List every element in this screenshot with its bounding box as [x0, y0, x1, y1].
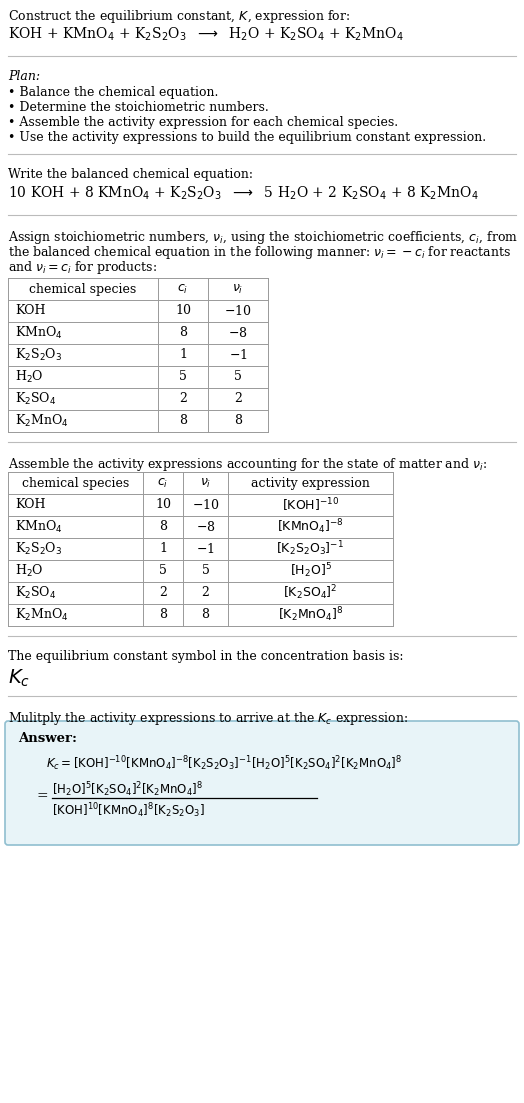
Text: KOH: KOH — [15, 499, 46, 512]
Text: 8: 8 — [159, 609, 167, 621]
Text: $[\mathrm{K_2MnO_4}]^{8}$: $[\mathrm{K_2MnO_4}]^{8}$ — [278, 606, 343, 624]
Text: H$_2$O: H$_2$O — [15, 368, 43, 385]
Text: $-$10: $-$10 — [192, 497, 220, 512]
Text: $-$1: $-$1 — [228, 349, 247, 362]
Text: $[\mathrm{K_2SO_4}]^{2}$: $[\mathrm{K_2SO_4}]^{2}$ — [283, 583, 338, 602]
Text: 8: 8 — [202, 609, 210, 621]
Text: $[\mathrm{K_2S_2O_3}]^{-1}$: $[\mathrm{K_2S_2O_3}]^{-1}$ — [277, 539, 344, 558]
Text: KOH: KOH — [15, 304, 46, 318]
Text: 8: 8 — [179, 415, 187, 428]
Text: • Determine the stoichiometric numbers.: • Determine the stoichiometric numbers. — [8, 101, 269, 114]
Text: 10: 10 — [155, 499, 171, 512]
Text: $-$8: $-$8 — [195, 520, 215, 534]
Text: 5: 5 — [179, 371, 187, 384]
Text: 2: 2 — [202, 587, 210, 600]
Text: 2: 2 — [179, 393, 187, 406]
Text: $[\mathrm{KMnO_4}]^{-8}$: $[\mathrm{KMnO_4}]^{-8}$ — [277, 517, 344, 536]
Text: $c_i$: $c_i$ — [157, 476, 169, 490]
Text: activity expression: activity expression — [251, 476, 370, 490]
Text: KOH + KMnO$_4$ + K$_2$S$_2$O$_3$  $\longrightarrow$  H$_2$O + K$_2$SO$_4$ + K$_2: KOH + KMnO$_4$ + K$_2$S$_2$O$_3$ $\longr… — [8, 26, 404, 43]
Text: Plan:: Plan: — [8, 69, 40, 83]
Text: Construct the equilibrium constant, $K$, expression for:: Construct the equilibrium constant, $K$,… — [8, 8, 350, 25]
Text: $[\mathrm{H_2O}]^{5}$: $[\mathrm{H_2O}]^{5}$ — [289, 561, 332, 580]
Text: 1: 1 — [159, 543, 167, 556]
Text: Assign stoichiometric numbers, $\nu_i$, using the stoichiometric coefficients, $: Assign stoichiometric numbers, $\nu_i$, … — [8, 229, 518, 246]
Text: and $\nu_i = c_i$ for products:: and $\nu_i = c_i$ for products: — [8, 259, 157, 276]
Text: $[\mathrm{H_2O}]^{5}[\mathrm{K_2SO_4}]^{2}[\mathrm{K_2MnO_4}]^{8}$: $[\mathrm{H_2O}]^{5}[\mathrm{K_2SO_4}]^{… — [52, 780, 203, 799]
Text: K$_2$S$_2$O$_3$: K$_2$S$_2$O$_3$ — [15, 347, 62, 363]
Text: 5: 5 — [234, 371, 242, 384]
Text: $-$10: $-$10 — [224, 304, 252, 318]
Text: • Use the activity expressions to build the equilibrium constant expression.: • Use the activity expressions to build … — [8, 131, 486, 144]
Text: $\nu_i$: $\nu_i$ — [232, 282, 244, 296]
Text: • Balance the chemical equation.: • Balance the chemical equation. — [8, 86, 219, 99]
Text: K$_2$MnO$_4$: K$_2$MnO$_4$ — [15, 413, 69, 429]
Text: $\nu_i$: $\nu_i$ — [200, 476, 211, 490]
Text: • Assemble the activity expression for each chemical species.: • Assemble the activity expression for e… — [8, 116, 398, 129]
Text: K$_2$SO$_4$: K$_2$SO$_4$ — [15, 390, 56, 407]
Text: $-$1: $-$1 — [196, 542, 215, 556]
Text: $K_c$: $K_c$ — [8, 668, 30, 689]
Text: 10 KOH + 8 KMnO$_4$ + K$_2$S$_2$O$_3$  $\longrightarrow$  5 H$_2$O + 2 K$_2$SO$_: 10 KOH + 8 KMnO$_4$ + K$_2$S$_2$O$_3$ $\… — [8, 185, 479, 202]
Text: $-$8: $-$8 — [228, 326, 248, 340]
Text: =: = — [36, 789, 48, 803]
Text: H$_2$O: H$_2$O — [15, 563, 43, 579]
Text: KMnO$_4$: KMnO$_4$ — [15, 518, 62, 535]
Text: K$_2$S$_2$O$_3$: K$_2$S$_2$O$_3$ — [15, 540, 62, 557]
Text: 10: 10 — [175, 304, 191, 318]
Text: the balanced chemical equation in the following manner: $\nu_i = -c_i$ for react: the balanced chemical equation in the fo… — [8, 244, 511, 261]
Text: 8: 8 — [179, 326, 187, 340]
Text: The equilibrium constant symbol in the concentration basis is:: The equilibrium constant symbol in the c… — [8, 650, 403, 663]
Text: 8: 8 — [234, 415, 242, 428]
Text: 2: 2 — [234, 393, 242, 406]
Text: $K_c = [\mathrm{KOH}]^{-10} [\mathrm{KMnO_4}]^{-8} [\mathrm{K_2S_2O_3}]^{-1} [\m: $K_c = [\mathrm{KOH}]^{-10} [\mathrm{KMn… — [46, 754, 402, 773]
Text: 5: 5 — [159, 565, 167, 578]
Text: $[\mathrm{KOH}]^{10}[\mathrm{KMnO_4}]^{8}[\mathrm{K_2S_2O_3}]$: $[\mathrm{KOH}]^{10}[\mathrm{KMnO_4}]^{8… — [52, 801, 205, 820]
Text: K$_2$MnO$_4$: K$_2$MnO$_4$ — [15, 607, 69, 623]
Text: KMnO$_4$: KMnO$_4$ — [15, 325, 62, 341]
Text: 5: 5 — [202, 565, 210, 578]
Text: 8: 8 — [159, 521, 167, 534]
Text: chemical species: chemical species — [29, 282, 137, 296]
Text: Assemble the activity expressions accounting for the state of matter and $\nu_i$: Assemble the activity expressions accoun… — [8, 456, 487, 473]
Text: 1: 1 — [179, 349, 187, 362]
Text: chemical species: chemical species — [22, 476, 129, 490]
Text: Mulitply the activity expressions to arrive at the $K_c$ expression:: Mulitply the activity expressions to arr… — [8, 710, 408, 727]
Text: Answer:: Answer: — [18, 732, 77, 745]
Text: $[\mathrm{KOH}]^{-10}$: $[\mathrm{KOH}]^{-10}$ — [282, 496, 339, 514]
Text: K$_2$SO$_4$: K$_2$SO$_4$ — [15, 585, 56, 601]
Text: $c_i$: $c_i$ — [177, 282, 189, 296]
Text: Write the balanced chemical equation:: Write the balanced chemical equation: — [8, 168, 253, 181]
Text: 2: 2 — [159, 587, 167, 600]
FancyBboxPatch shape — [5, 721, 519, 845]
